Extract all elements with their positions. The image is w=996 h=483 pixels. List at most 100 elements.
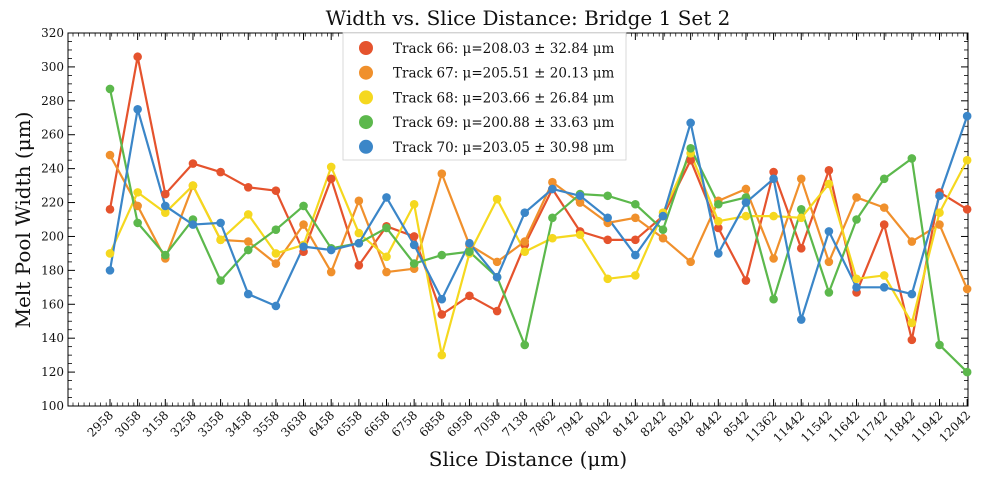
y-tick-label: 300 bbox=[41, 60, 64, 74]
data-point-track-69 bbox=[437, 250, 447, 260]
data-point-track-67 bbox=[824, 257, 834, 267]
x-tick-label: 3258 bbox=[168, 408, 199, 439]
y-tick-label: 200 bbox=[41, 229, 64, 243]
data-point-track-67 bbox=[658, 233, 668, 243]
legend: Track 66: μ=208.03 ± 32.84 μm Track 67: μ… bbox=[342, 32, 627, 161]
data-point-track-68 bbox=[796, 213, 806, 223]
data-point-track-68 bbox=[962, 155, 972, 165]
data-point-track-66 bbox=[271, 186, 281, 195]
data-point-track-66 bbox=[492, 306, 502, 316]
x-tick-label: 3458 bbox=[223, 408, 254, 439]
data-point-track-70 bbox=[465, 238, 474, 248]
data-point-track-66 bbox=[133, 52, 142, 62]
data-point-track-67 bbox=[492, 257, 502, 267]
data-point-track-68 bbox=[879, 271, 889, 280]
x-tick-label: 3558 bbox=[251, 408, 282, 439]
data-point-track-67 bbox=[437, 169, 447, 179]
data-point-track-69 bbox=[299, 201, 308, 211]
data-point-track-69 bbox=[133, 218, 142, 228]
data-point-track-70 bbox=[216, 218, 225, 228]
x-axis-label: Slice Distance (μm) bbox=[429, 447, 627, 471]
x-tick-label: 3058 bbox=[112, 408, 143, 439]
series-lines bbox=[108, 55, 969, 373]
data-point-track-66 bbox=[105, 205, 115, 214]
data-point-track-68 bbox=[105, 249, 115, 258]
data-point-track-66 bbox=[437, 310, 447, 319]
data-point-track-70 bbox=[852, 283, 861, 292]
data-point-track-70 bbox=[907, 289, 917, 299]
y-tick-label: 240 bbox=[41, 162, 64, 176]
series-line-track-70 bbox=[108, 108, 969, 321]
legend-entry: Track 70: μ=203.05 ± 30.98 μm bbox=[393, 140, 614, 156]
data-point-track-66 bbox=[631, 235, 640, 245]
data-point-track-67 bbox=[382, 267, 391, 277]
data-point-track-66 bbox=[962, 205, 972, 214]
data-point-track-68 bbox=[520, 247, 530, 257]
data-point-track-69 bbox=[686, 143, 695, 153]
y-tick-label: 100 bbox=[41, 399, 64, 413]
data-point-track-68 bbox=[548, 233, 557, 243]
data-point-track-66 bbox=[409, 232, 419, 241]
data-point-track-68 bbox=[382, 252, 391, 262]
data-point-track-68 bbox=[631, 271, 640, 280]
data-point-track-70 bbox=[271, 301, 281, 311]
data-point-track-69 bbox=[271, 225, 281, 234]
x-tick-label: 6858 bbox=[416, 408, 447, 439]
data-point-track-67 bbox=[299, 220, 308, 229]
data-point-track-69 bbox=[658, 225, 668, 234]
x-tick-label: 6758 bbox=[389, 408, 420, 439]
data-point-track-67 bbox=[962, 284, 972, 294]
data-point-track-70 bbox=[299, 242, 308, 251]
x-tick-label: 8242 bbox=[638, 408, 669, 439]
data-point-track-66 bbox=[879, 220, 889, 229]
legend-entry: Track 66: μ=208.03 ± 32.84 μm bbox=[393, 41, 614, 57]
data-point-track-68 bbox=[492, 194, 502, 204]
x-tick-label: 8142 bbox=[610, 408, 641, 439]
data-point-track-67 bbox=[935, 220, 944, 229]
data-point-track-67 bbox=[796, 174, 806, 184]
legend-marker bbox=[359, 65, 373, 80]
data-point-track-70 bbox=[354, 238, 364, 248]
data-point-track-66 bbox=[796, 244, 806, 253]
data-point-track-68 bbox=[935, 208, 944, 218]
data-point-track-66 bbox=[216, 167, 225, 177]
data-point-track-67 bbox=[354, 196, 364, 206]
data-point-track-66 bbox=[188, 159, 198, 168]
data-point-track-67 bbox=[326, 267, 336, 277]
data-point-track-70 bbox=[658, 211, 668, 221]
data-point-track-69 bbox=[603, 191, 612, 201]
data-point-track-69 bbox=[409, 259, 419, 268]
data-point-track-67 bbox=[271, 259, 281, 268]
data-point-track-70 bbox=[824, 227, 834, 236]
data-point-track-68 bbox=[409, 199, 419, 209]
data-point-track-70 bbox=[879, 283, 889, 292]
data-point-track-66 bbox=[243, 182, 253, 192]
x-tick-label: 8442 bbox=[693, 408, 724, 439]
data-point-track-67 bbox=[769, 254, 778, 263]
data-point-track-66 bbox=[465, 291, 474, 301]
data-point-track-66 bbox=[907, 335, 917, 345]
data-point-track-68 bbox=[852, 274, 861, 284]
data-point-track-70 bbox=[714, 249, 723, 258]
data-point-track-70 bbox=[935, 191, 944, 201]
data-point-track-69 bbox=[907, 154, 917, 163]
data-point-track-66 bbox=[714, 223, 723, 233]
data-point-track-68 bbox=[354, 228, 364, 238]
data-point-track-70 bbox=[769, 174, 778, 184]
data-point-track-68 bbox=[769, 211, 778, 221]
data-point-track-67 bbox=[631, 213, 640, 223]
data-point-track-70 bbox=[409, 240, 419, 250]
data-point-track-69 bbox=[243, 245, 253, 255]
x-tick-label: 6558 bbox=[333, 408, 364, 439]
y-tick-label: 260 bbox=[41, 128, 64, 142]
data-point-track-69 bbox=[216, 276, 225, 285]
data-point-track-70 bbox=[492, 272, 502, 282]
x-tick-label: 7862 bbox=[527, 408, 558, 439]
x-tick-label: 7138 bbox=[499, 408, 530, 439]
data-point-track-68 bbox=[326, 162, 336, 172]
data-point-track-70 bbox=[575, 191, 585, 201]
data-point-track-69 bbox=[548, 213, 557, 223]
data-point-track-70 bbox=[188, 220, 198, 229]
y-tick-label: 180 bbox=[41, 263, 64, 277]
data-point-track-70 bbox=[686, 118, 695, 128]
